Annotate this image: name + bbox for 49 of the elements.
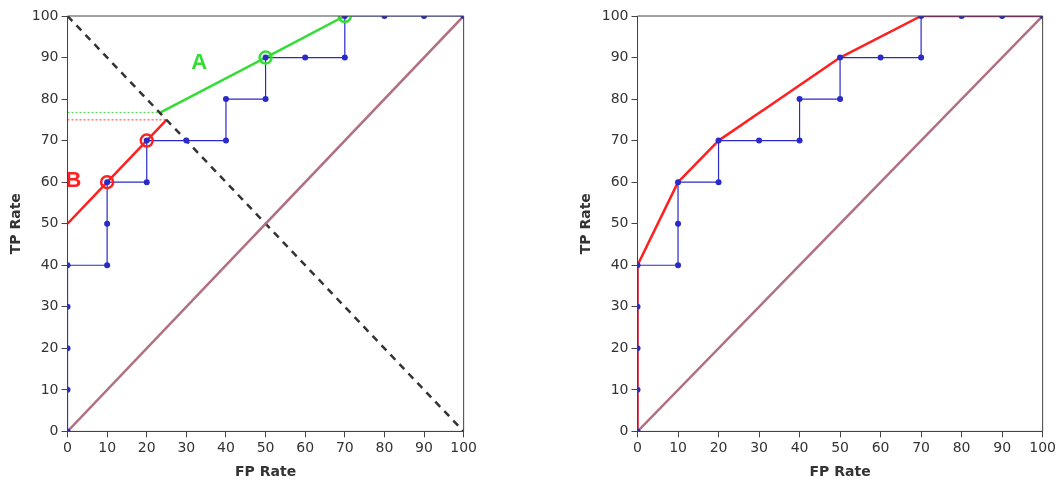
y-tick-label: 20 [40, 338, 59, 355]
y-tick-label: 50 [40, 214, 59, 231]
y-tick-label: 90 [40, 48, 59, 65]
y-tick-label: 0 [619, 422, 629, 439]
y-axis-title: TP Rate [577, 193, 594, 255]
x-tick-label: 70 [912, 439, 931, 456]
x-tick-label: 40 [790, 439, 809, 456]
x-tick-label: 100 [450, 439, 478, 456]
x-tick-label: 20 [709, 439, 728, 456]
x-tick-label: 0 [63, 439, 72, 456]
y-tick-label: 70 [610, 131, 629, 148]
y-tick-label: 30 [610, 297, 629, 314]
x-tick-label: 40 [217, 439, 235, 456]
y-tick-label: 50 [610, 214, 629, 231]
y-tick-label: 30 [40, 297, 59, 314]
x-tick-label: 80 [375, 439, 394, 456]
x-tick-label: 0 [633, 439, 642, 456]
x-tick-label: 10 [669, 439, 687, 456]
x-tick-label: 50 [256, 439, 275, 456]
x-tick-label: 100 [1029, 439, 1057, 456]
y-tick-label: 70 [40, 131, 59, 148]
x-tick-label: 90 [415, 439, 433, 456]
x-tick-label: 30 [177, 439, 196, 456]
x-tick-label: 70 [335, 439, 354, 456]
x-tick-label: 60 [296, 439, 315, 456]
y-tick-label: 40 [40, 255, 59, 272]
x-tick-label: 20 [137, 439, 156, 456]
y-tick-label: 100 [31, 6, 59, 23]
x-axis-title: FP Rate [235, 463, 297, 480]
y-tick-label: 10 [610, 380, 629, 397]
y-axis-title: TP Rate [7, 193, 24, 255]
y-tick-label: 100 [601, 6, 629, 23]
x-tick-label: 10 [98, 439, 117, 456]
y-tick-label: 90 [610, 48, 629, 65]
series-label: A [191, 49, 208, 75]
y-tick-label: 80 [40, 89, 59, 106]
y-tick-label: 80 [610, 89, 629, 106]
x-tick-label: 50 [831, 439, 849, 456]
y-tick-label: 60 [610, 172, 629, 189]
y-tick-label: 20 [610, 338, 629, 355]
y-tick-label: 40 [610, 255, 629, 272]
x-tick-label: 60 [871, 439, 890, 456]
x-axis-title: FP Rate [809, 463, 871, 480]
x-tick-label: 30 [750, 439, 768, 456]
y-tick-label: 60 [40, 172, 59, 189]
x-tick-label: 90 [993, 439, 1012, 456]
y-tick-label: 0 [49, 422, 59, 439]
x-tick-label: 80 [952, 439, 971, 456]
y-tick-label: 10 [40, 380, 59, 397]
